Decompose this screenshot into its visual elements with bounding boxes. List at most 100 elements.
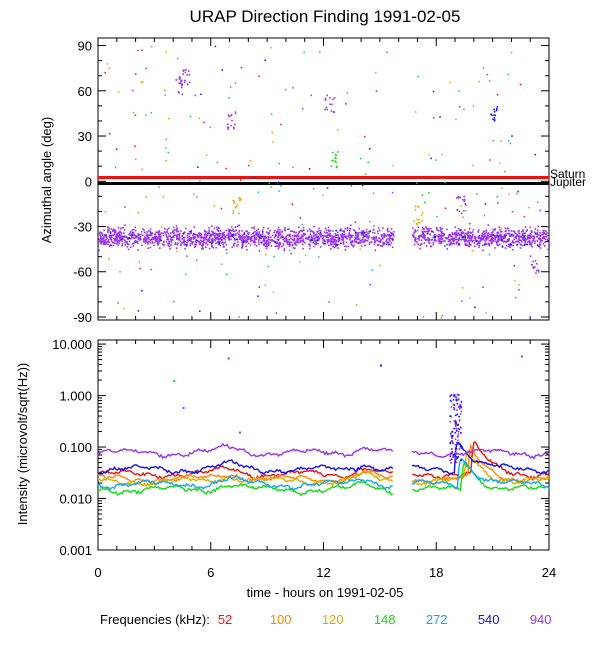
outlier-point (198, 117, 201, 120)
band-point (118, 242, 121, 245)
band-point (294, 235, 296, 237)
scatter-point (329, 103, 331, 106)
outlier-point (106, 63, 109, 65)
legend-item-148: 148 (373, 612, 396, 627)
band-point (423, 235, 426, 237)
band-point (335, 229, 337, 232)
band-point (241, 240, 244, 242)
scatter-point (177, 91, 180, 93)
outlier-point (483, 230, 486, 232)
y-tick-label: -60 (73, 265, 92, 280)
band-point (126, 238, 129, 240)
band-point (331, 236, 334, 239)
y-tick-label: -90 (73, 310, 92, 325)
burst-point (456, 393, 459, 396)
band-point (478, 240, 480, 243)
band-point (377, 244, 380, 246)
band-point (315, 241, 317, 244)
band-point (145, 240, 147, 242)
band-point (517, 238, 520, 241)
band-point (135, 239, 137, 242)
band-point (533, 237, 536, 239)
scatter-point (234, 112, 237, 115)
band-point (496, 244, 499, 246)
band-point (422, 228, 424, 230)
outlier-point (138, 261, 141, 263)
band-point (123, 236, 126, 238)
band-point (383, 243, 386, 245)
outlier-point (440, 316, 443, 319)
outlier-point (145, 196, 148, 198)
band-point (521, 244, 523, 247)
band-point (128, 240, 131, 243)
band-point (192, 232, 195, 235)
band-point (288, 245, 291, 247)
band-point (99, 236, 102, 239)
band-point (367, 237, 370, 240)
band-point (137, 238, 140, 241)
outlier-point (145, 67, 147, 70)
band-point (115, 236, 118, 239)
band-point (203, 229, 206, 232)
band-point (251, 239, 254, 242)
burst-point (454, 457, 457, 460)
band-point (497, 235, 500, 237)
band-point (98, 240, 100, 243)
band-point (310, 240, 312, 243)
x-tick-label: 24 (542, 565, 556, 580)
scatter-point (329, 97, 331, 99)
band-point (177, 238, 180, 241)
burst-point (449, 415, 452, 417)
band-point (349, 224, 352, 227)
band-point (474, 238, 477, 241)
band-point (423, 237, 425, 239)
scatter-point (325, 106, 328, 109)
band-point (151, 237, 154, 239)
band-point (524, 234, 526, 237)
outlier-point (238, 316, 240, 318)
band-point (297, 235, 299, 237)
band-point (413, 231, 416, 234)
band-point (382, 241, 384, 244)
band-point (163, 244, 165, 246)
band-point (269, 239, 272, 241)
band-point (189, 240, 192, 243)
x-axis-label: time - hours on 1991-02-05 (247, 585, 404, 600)
band-point (494, 238, 496, 241)
band-point (314, 234, 316, 237)
band-point (133, 242, 135, 244)
band-point (392, 235, 395, 237)
band-point (339, 229, 342, 232)
band-point (259, 237, 261, 240)
burst-point (459, 445, 462, 448)
band-point (528, 240, 530, 243)
band-point (506, 227, 509, 230)
band-point (119, 230, 121, 233)
outlier-point (511, 135, 513, 137)
band-point (260, 237, 263, 240)
band-point (508, 238, 511, 240)
outlier-point (205, 154, 208, 156)
band-point (278, 244, 281, 247)
band-point (529, 241, 531, 244)
burst-point (457, 430, 460, 433)
band-point (354, 230, 356, 232)
band-point (480, 236, 483, 239)
scatter-point (178, 78, 181, 80)
band-point (507, 232, 509, 235)
outlier-point (305, 237, 308, 240)
band-point (362, 236, 365, 239)
band-point (342, 240, 345, 243)
band-point (468, 235, 471, 238)
band-point (546, 232, 549, 234)
band-point (246, 248, 248, 251)
band-point (158, 229, 161, 232)
band-point (374, 249, 377, 252)
band-point (151, 242, 154, 244)
band-point (383, 236, 385, 238)
scatter-point (463, 200, 466, 203)
band-point (420, 239, 423, 242)
band-point (265, 237, 268, 239)
scatter-point (227, 114, 230, 116)
